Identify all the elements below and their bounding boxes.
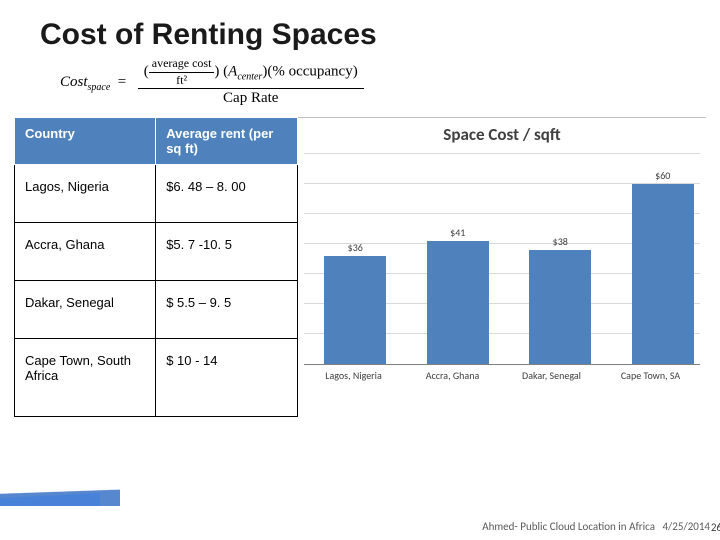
- cost-formula: Costspace = (average costft²) (Acenter)(…: [0, 56, 720, 109]
- table-cell: $5. 7 -10. 5: [156, 222, 298, 280]
- footer: Ahmed- Public Cloud Location in Africa 4…: [482, 520, 710, 534]
- chart-xaxis-label: Dakar, Senegal: [502, 369, 601, 382]
- page-title: Cost of Renting Spaces: [0, 0, 720, 56]
- table-cell: Cape Town, South Africa: [15, 338, 156, 416]
- page-number: 26: [711, 521, 720, 534]
- chart-bar-label: $41: [427, 226, 489, 239]
- table-header: Country: [15, 117, 156, 164]
- chart-xaxis-label: Accra, Ghana: [403, 369, 502, 382]
- space-cost-chart: Space Cost / sqft $36 $41 $38 $60 Lagos, Ni…: [298, 117, 706, 417]
- chart-plot: $36 $41 $38 $60: [304, 155, 700, 365]
- decorative-wedge: [0, 486, 100, 506]
- chart-bar: [632, 184, 694, 364]
- chart-bar-label: $38: [529, 235, 591, 248]
- chart-title: Space Cost / sqft: [298, 118, 706, 155]
- table-cell: $ 5.5 – 9. 5: [156, 280, 298, 338]
- chart-xaxis-label: Lagos, Nigeria: [304, 369, 403, 382]
- chart-bar-label: $36: [324, 241, 386, 254]
- table-header: Average rent (per sq ft): [156, 117, 298, 164]
- table-cell: $6. 48 – 8. 00: [156, 164, 298, 222]
- table-cell: Dakar, Senegal: [15, 280, 156, 338]
- chart-bar-label: $60: [632, 169, 694, 182]
- chart-bar: [529, 250, 591, 364]
- chart-xaxis-label: Cape Town, SA: [601, 369, 700, 382]
- table-cell: $ 10 - 14: [156, 338, 298, 416]
- chart-xaxis: Lagos, NigeriaAccra, GhanaDakar, Senegal…: [304, 369, 700, 382]
- table-cell: Accra, Ghana: [15, 222, 156, 280]
- chart-bar: [427, 241, 489, 364]
- chart-bar: [324, 256, 386, 364]
- rent-table: Country Average rent (per sq ft) Lagos, …: [14, 117, 298, 417]
- table-cell: Lagos, Nigeria: [15, 164, 156, 222]
